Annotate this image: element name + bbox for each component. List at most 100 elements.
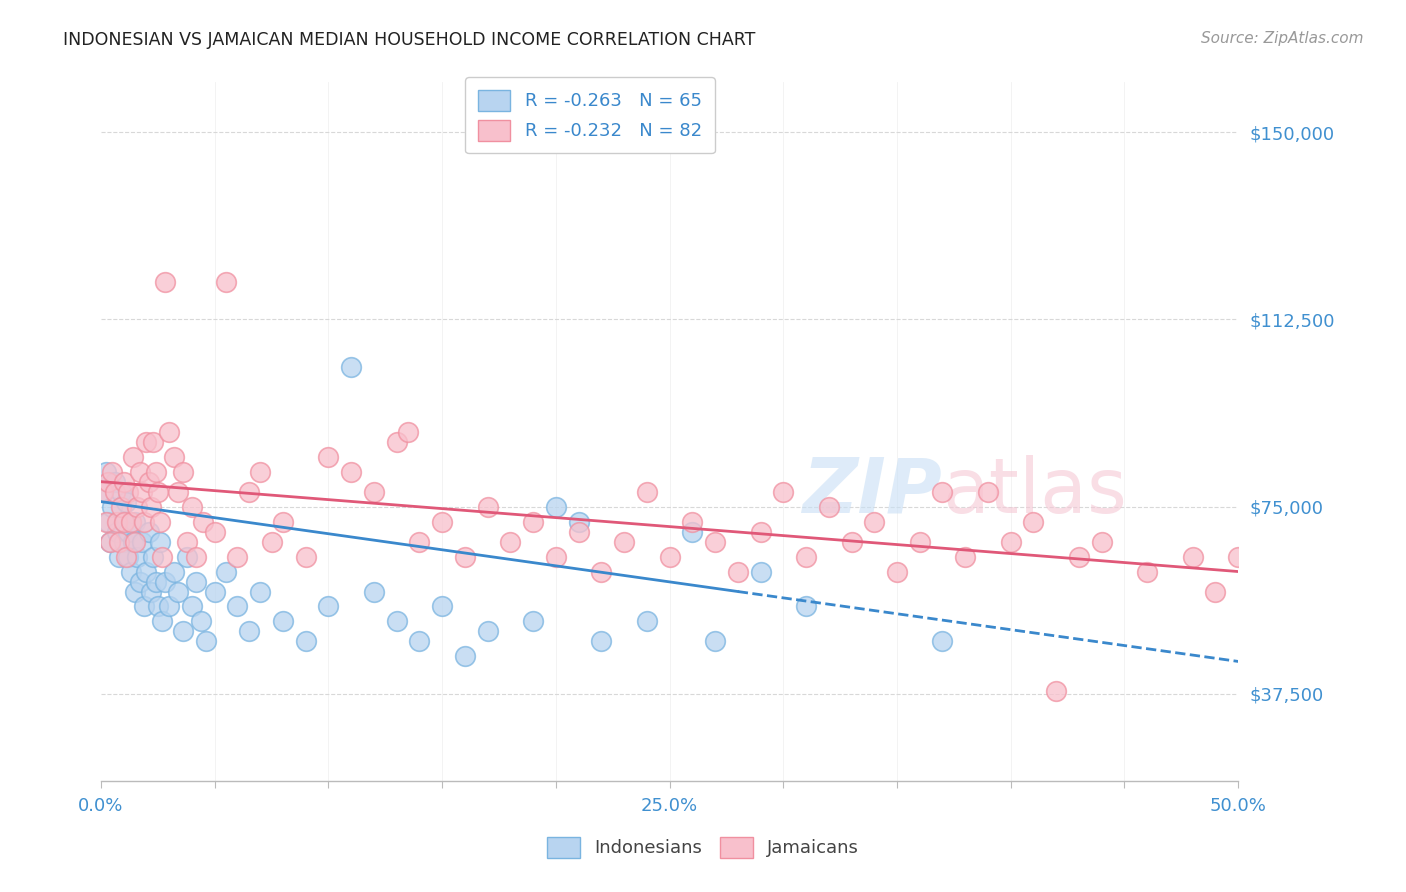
Point — [146, 599, 169, 614]
Point — [172, 465, 194, 479]
Point — [477, 624, 499, 639]
Point — [120, 515, 142, 529]
Point — [749, 524, 772, 539]
Point — [522, 515, 544, 529]
Point — [139, 584, 162, 599]
Point — [101, 465, 124, 479]
Text: INDONESIAN VS JAMAICAN MEDIAN HOUSEHOLD INCOME CORRELATION CHART: INDONESIAN VS JAMAICAN MEDIAN HOUSEHOLD … — [63, 31, 755, 49]
Point — [454, 549, 477, 564]
Point — [149, 515, 172, 529]
Point — [908, 534, 931, 549]
Point — [112, 475, 135, 489]
Point — [318, 599, 340, 614]
Point — [568, 524, 591, 539]
Point — [150, 615, 173, 629]
Point — [135, 434, 157, 449]
Text: ZIP: ZIP — [803, 455, 942, 529]
Point — [142, 549, 165, 564]
Point — [94, 465, 117, 479]
Point — [91, 484, 114, 499]
Point — [172, 624, 194, 639]
Point — [1091, 534, 1114, 549]
Point — [1136, 565, 1159, 579]
Point — [977, 484, 1000, 499]
Point — [544, 500, 567, 514]
Point — [238, 624, 260, 639]
Point — [110, 484, 132, 499]
Point — [163, 565, 186, 579]
Point — [163, 450, 186, 464]
Point — [340, 359, 363, 374]
Point — [591, 565, 613, 579]
Point — [142, 434, 165, 449]
Point — [430, 599, 453, 614]
Point — [1204, 584, 1226, 599]
Point — [104, 484, 127, 499]
Point — [124, 515, 146, 529]
Point — [115, 494, 138, 508]
Text: Source: ZipAtlas.com: Source: ZipAtlas.com — [1201, 31, 1364, 46]
Point — [772, 484, 794, 499]
Point — [294, 549, 316, 564]
Point — [430, 515, 453, 529]
Point — [863, 515, 886, 529]
Point — [91, 484, 114, 499]
Point — [128, 574, 150, 589]
Point — [104, 475, 127, 489]
Point — [193, 515, 215, 529]
Point — [194, 634, 217, 648]
Point — [149, 534, 172, 549]
Point — [658, 549, 681, 564]
Point — [260, 534, 283, 549]
Point — [568, 515, 591, 529]
Point — [215, 275, 238, 289]
Point — [108, 549, 131, 564]
Point — [955, 549, 977, 564]
Point — [145, 574, 167, 589]
Point — [204, 584, 226, 599]
Point — [704, 534, 727, 549]
Legend: R = -0.263   N = 65, R = -0.232   N = 82: R = -0.263 N = 65, R = -0.232 N = 82 — [465, 78, 714, 153]
Point — [98, 534, 121, 549]
Point — [226, 549, 249, 564]
Point — [544, 549, 567, 564]
Point — [1000, 534, 1022, 549]
Point — [138, 475, 160, 489]
Point — [1227, 549, 1250, 564]
Point — [146, 484, 169, 499]
Point — [145, 465, 167, 479]
Point — [97, 515, 120, 529]
Point — [931, 634, 953, 648]
Point — [167, 484, 190, 499]
Point — [363, 584, 385, 599]
Point — [105, 515, 128, 529]
Point — [886, 565, 908, 579]
Point — [112, 534, 135, 549]
Point — [385, 434, 408, 449]
Point — [1181, 549, 1204, 564]
Point — [131, 484, 153, 499]
Point — [121, 450, 143, 464]
Point — [477, 500, 499, 514]
Point — [794, 549, 817, 564]
Point — [340, 465, 363, 479]
Point — [117, 549, 139, 564]
Point — [117, 524, 139, 539]
Point — [94, 515, 117, 529]
Point — [110, 500, 132, 514]
Point — [105, 524, 128, 539]
Point — [363, 484, 385, 499]
Point — [153, 275, 176, 289]
Point — [681, 515, 703, 529]
Point — [396, 425, 419, 439]
Point — [150, 549, 173, 564]
Point — [454, 649, 477, 664]
Point — [294, 634, 316, 648]
Point — [1067, 549, 1090, 564]
Y-axis label: Median Household Income: Median Household Income — [0, 330, 7, 533]
Point — [139, 500, 162, 514]
Point — [499, 534, 522, 549]
Point — [794, 599, 817, 614]
Point — [190, 615, 212, 629]
Legend: Indonesians, Jamaicans: Indonesians, Jamaicans — [540, 830, 866, 865]
